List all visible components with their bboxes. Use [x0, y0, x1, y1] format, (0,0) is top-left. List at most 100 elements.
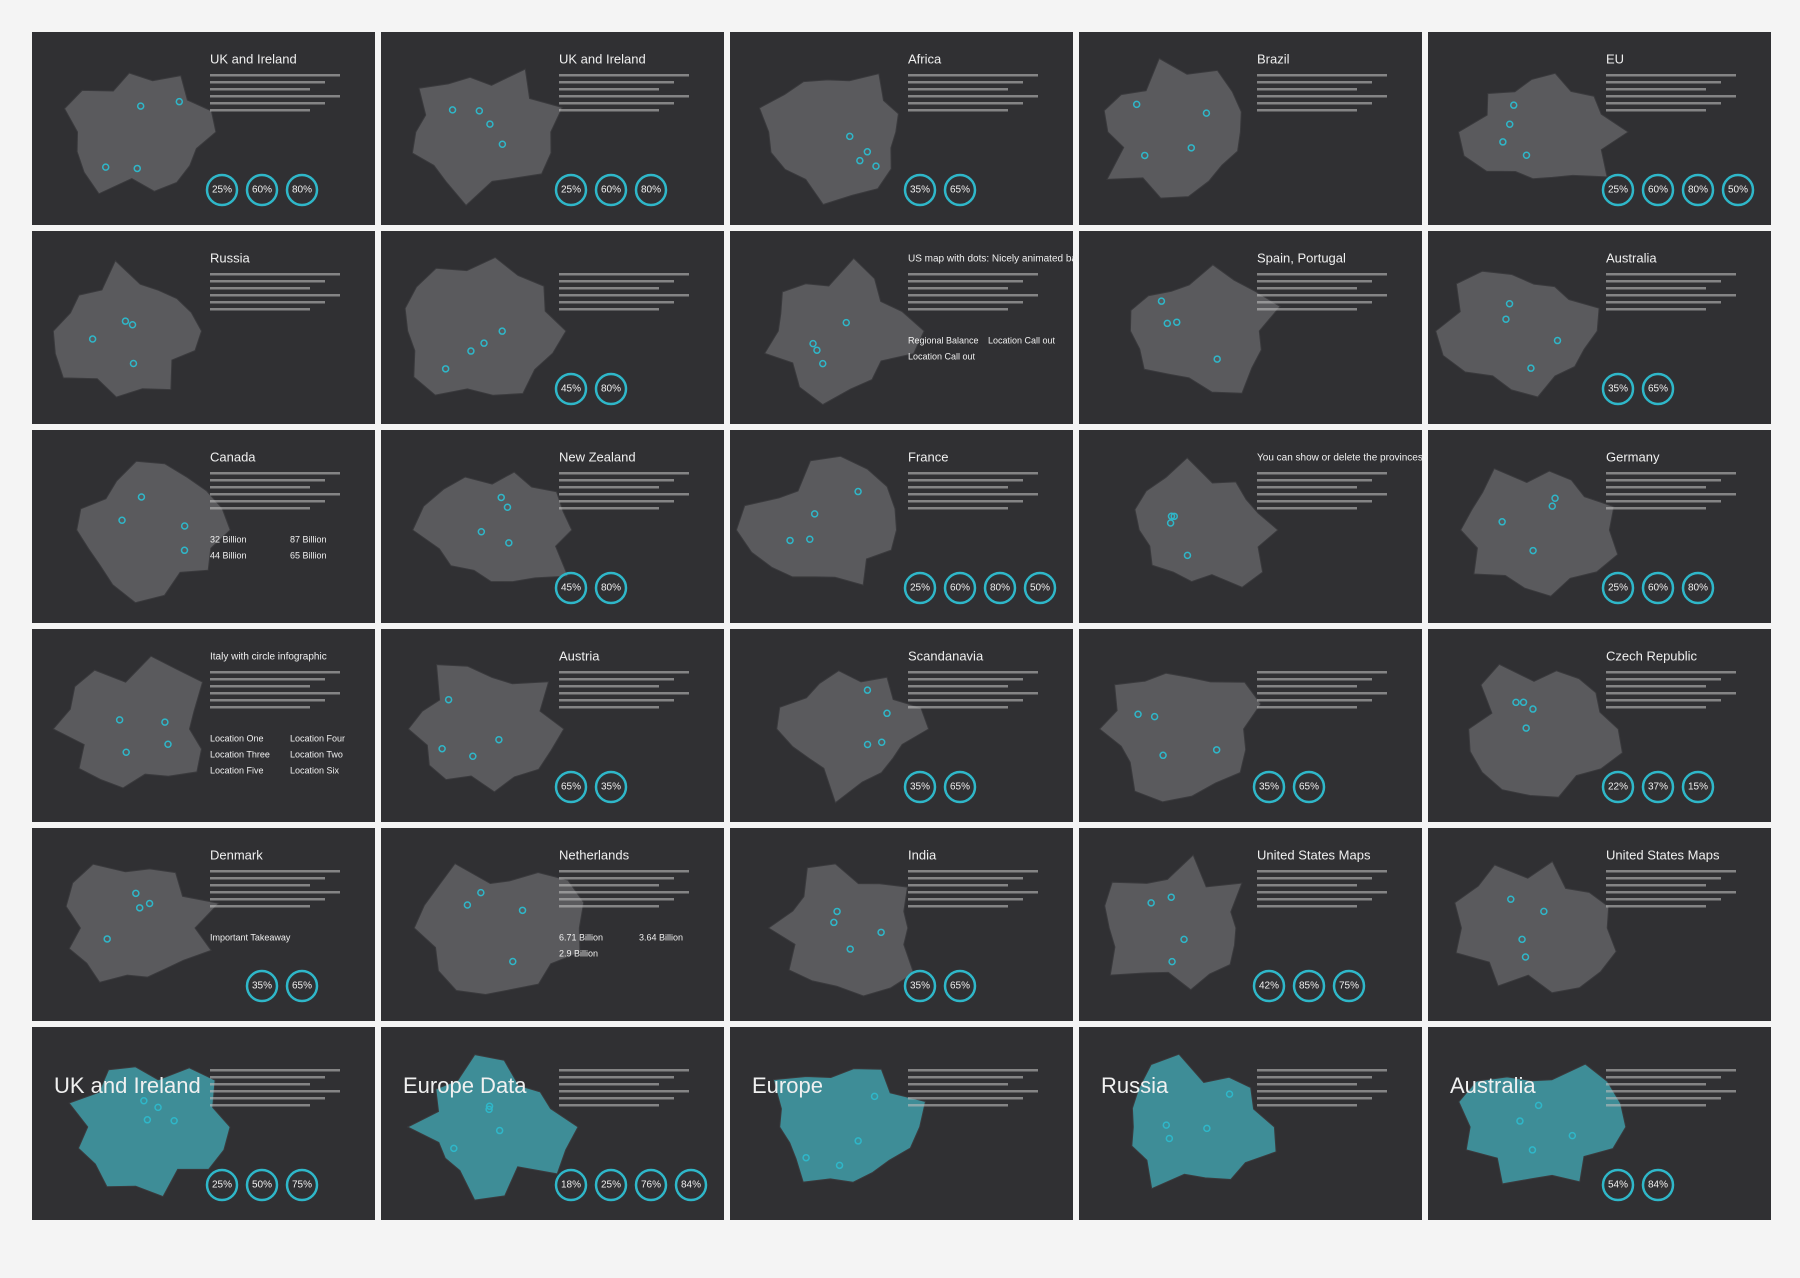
- body-text-line: [210, 671, 340, 674]
- map-dot: [164, 740, 172, 749]
- map-dot: [1498, 518, 1506, 526]
- map-dot: [1183, 551, 1192, 560]
- body-text-line: [559, 898, 674, 901]
- map-shape: [1129, 264, 1281, 394]
- body-text-line: [559, 74, 689, 77]
- map-dot: [467, 347, 475, 355]
- callout-label: Location Call out: [988, 335, 1056, 345]
- map-dot: [1162, 1121, 1171, 1129]
- body-text-line: [210, 898, 325, 901]
- percent-label: 60%: [601, 185, 621, 196]
- map-shape: [1468, 663, 1623, 798]
- slide-title: Africa: [908, 51, 942, 66]
- slide-title: Spain, Portugal: [1257, 250, 1346, 265]
- body-text-line: [559, 273, 689, 276]
- body-text-line: [559, 287, 659, 290]
- map-dot: [846, 945, 854, 953]
- body-text-line: [908, 287, 1008, 290]
- percent-ring: [245, 173, 279, 207]
- body-text-line: [210, 294, 340, 297]
- percent-ring: [1292, 770, 1326, 804]
- body-text-line: [1606, 74, 1736, 77]
- body-text-line: [210, 486, 310, 489]
- body-text-line: [559, 507, 659, 510]
- map-dot: [444, 695, 453, 704]
- body-text-line: [1606, 479, 1721, 482]
- body-text-line: [908, 699, 1023, 702]
- map-shape: [772, 1068, 927, 1183]
- map-shape: [411, 68, 564, 207]
- callout-label: Location Five: [210, 765, 264, 775]
- slide-title: Europe Data: [403, 1073, 527, 1098]
- slide-title: United States Maps: [1257, 847, 1371, 862]
- map-dot: [477, 528, 486, 536]
- map-shape: [1454, 860, 1617, 994]
- slide: Australia 35% 65%: [1428, 231, 1771, 424]
- percent-ring: [1023, 571, 1057, 605]
- map-dot: [121, 317, 130, 325]
- map-dot: [1159, 751, 1167, 760]
- map-dot: [101, 163, 110, 171]
- percent-label: 25%: [910, 583, 930, 594]
- body-text-line: [559, 280, 674, 283]
- body-text-line: [1257, 1076, 1372, 1079]
- slide: UK and Ireland 25% 60% 80%: [32, 32, 375, 225]
- map-dot: [129, 359, 138, 368]
- body-text-line: [210, 699, 325, 702]
- callout-label: 44 Billion: [210, 550, 247, 560]
- percent-label: 42%: [1259, 981, 1279, 992]
- body-text-line: [1606, 273, 1736, 276]
- map-dot: [477, 888, 485, 897]
- percent-ring: [1332, 969, 1366, 1003]
- body-text-line: [908, 109, 1008, 112]
- percent-label: 15%: [1688, 782, 1708, 793]
- percent-ring: [943, 770, 977, 804]
- percent-ring: [554, 372, 588, 406]
- map-dot: [1167, 512, 1176, 520]
- map-dot: [438, 744, 446, 753]
- body-text-line: [908, 102, 1023, 105]
- body-text-line: [559, 294, 689, 297]
- percent-ring: [983, 571, 1017, 605]
- percent-ring: [554, 571, 588, 605]
- body-text-line: [1606, 88, 1706, 91]
- body-text-line: [1257, 870, 1387, 873]
- slide: Europe Data 18% 25% 76% 84%: [381, 1027, 724, 1220]
- percent-label: 35%: [1608, 384, 1628, 395]
- body-text-line: [1606, 507, 1706, 510]
- body-text-line: [908, 1097, 1023, 1100]
- map-dot: [1202, 109, 1211, 117]
- percent-ring: [1641, 372, 1675, 406]
- body-text-line: [559, 891, 689, 894]
- map-dot: [1534, 1101, 1543, 1110]
- map-shape: [52, 259, 203, 398]
- body-text-line: [1257, 1104, 1357, 1107]
- percent-label: 25%: [1608, 185, 1628, 196]
- body-text-line: [210, 1083, 310, 1086]
- map-dot: [1502, 315, 1510, 323]
- slide-title: You can show or delete the provinces on …: [1257, 453, 1477, 464]
- body-text-line: [210, 109, 310, 112]
- body-text-line: [559, 493, 689, 496]
- map-shape: [63, 72, 217, 195]
- body-text-line: [1606, 884, 1706, 887]
- map-dot: [1505, 299, 1514, 308]
- percent-label: 35%: [910, 981, 930, 992]
- percent-ring: [903, 173, 937, 207]
- body-text-line: [559, 1104, 659, 1107]
- map-dot: [88, 335, 97, 343]
- map-shape: [767, 863, 915, 997]
- slide: Russia: [32, 231, 375, 424]
- body-text-line: [908, 301, 1023, 304]
- slide: Czech Republic 22% 37% 15%: [1428, 629, 1771, 822]
- body-text-line: [559, 479, 674, 482]
- slide-title: Italy with circle infographic: [210, 652, 327, 663]
- body-text-line: [210, 95, 340, 98]
- percent-label: 65%: [950, 782, 970, 793]
- slide-title: Australia: [1606, 250, 1657, 265]
- map-shape: [1104, 854, 1243, 991]
- percent-label: 80%: [292, 185, 312, 196]
- body-text-line: [559, 1083, 659, 1086]
- percent-ring: [1601, 173, 1635, 207]
- body-text-line: [210, 308, 310, 311]
